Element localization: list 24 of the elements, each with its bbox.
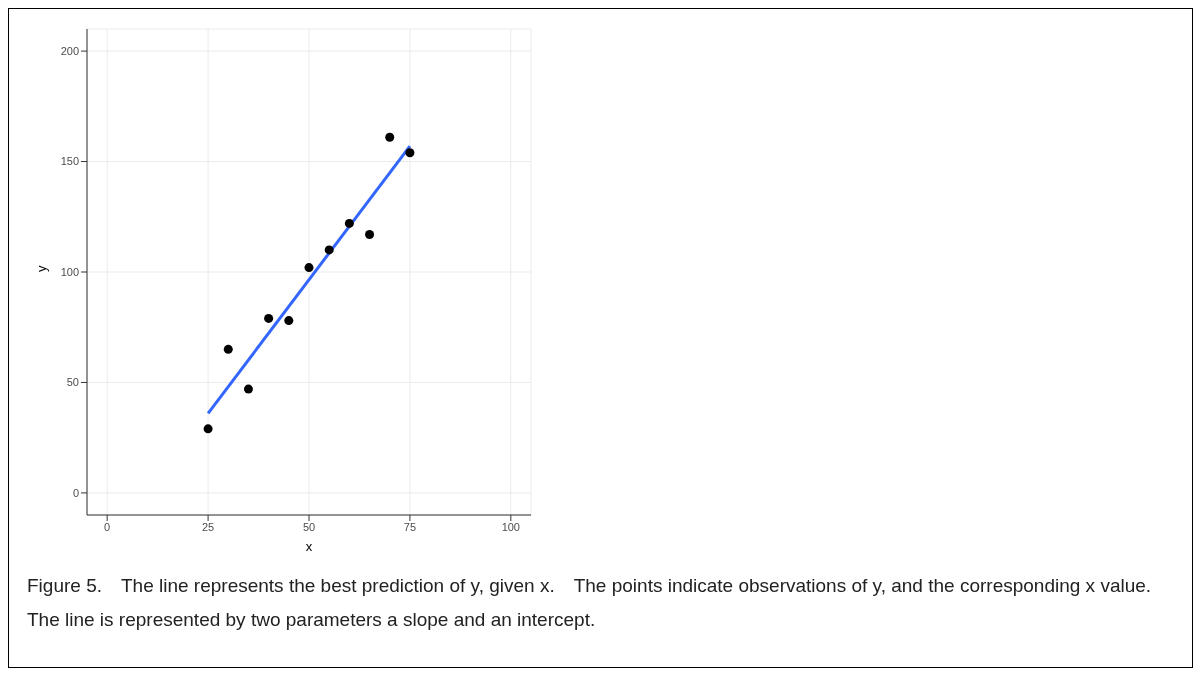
- x-axis-title: x: [305, 539, 313, 554]
- y-tick-label: 0: [72, 486, 79, 499]
- y-tick-label: 200: [60, 45, 79, 57]
- x-tick-label: 25: [201, 520, 215, 533]
- point: [284, 316, 294, 326]
- x-tick-label: 50: [302, 520, 316, 533]
- point: [344, 218, 354, 228]
- point: [203, 424, 213, 434]
- point: [304, 263, 314, 273]
- y-tick-label: 100: [60, 265, 79, 278]
- x-tick-label: 75: [403, 520, 417, 533]
- x-tick-label: 100: [501, 520, 520, 533]
- point: [385, 132, 395, 142]
- point: [223, 344, 233, 354]
- y-axis-title: y: [33, 265, 49, 272]
- caption: Figure 5. The line represents the best prediction of y, given x. The points indicate observations of y, and the corresponding x value. The line is represented by two parameters a slope and an intercept.: [27, 574, 1153, 632]
- point: [365, 229, 375, 239]
- y-tick-label: 150: [60, 155, 79, 168]
- point: [264, 313, 274, 323]
- point: [324, 245, 334, 255]
- y-tick-label: 50: [66, 376, 79, 389]
- point: [243, 384, 253, 394]
- point: [405, 148, 415, 158]
- x-tick-label: 0: [104, 520, 111, 533]
